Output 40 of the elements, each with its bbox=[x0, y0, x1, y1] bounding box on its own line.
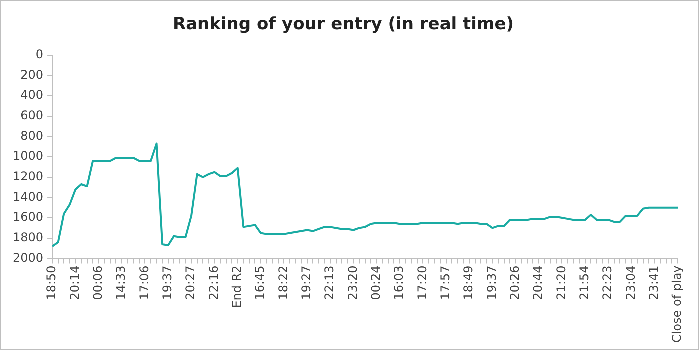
x-tick-label: 23:20 bbox=[346, 266, 360, 300]
x-tick-label: 16:45 bbox=[253, 266, 268, 300]
x-tick-label: 00:06 bbox=[90, 266, 105, 300]
x-tick-label: 17:57 bbox=[438, 266, 452, 300]
x-tick-label: 22:23 bbox=[600, 266, 615, 300]
y-tick-label: 0 bbox=[36, 48, 44, 62]
y-tick-label: 1200 bbox=[12, 170, 44, 184]
y-tick-label: 1600 bbox=[12, 210, 44, 224]
y-tick-label: 1800 bbox=[12, 230, 44, 245]
x-tick-label: Close of play bbox=[670, 266, 684, 344]
x-tick-label: 19:37 bbox=[484, 266, 499, 300]
y-tick-label: 600 bbox=[20, 108, 44, 123]
x-tick-label: 19:27 bbox=[299, 266, 314, 300]
x-tick-label: 18:49 bbox=[462, 266, 476, 300]
x-tick-label: 19:37 bbox=[160, 266, 174, 300]
x-tick-label: 21:20 bbox=[554, 266, 568, 300]
y-tick-label: 800 bbox=[20, 128, 44, 143]
y-tick-label: 1000 bbox=[12, 149, 44, 164]
y-tick-label: 2000 bbox=[12, 250, 44, 265]
y-tick-label: 200 bbox=[20, 68, 44, 82]
x-tick-label: 23:04 bbox=[624, 266, 638, 300]
y-tick-label: 400 bbox=[20, 88, 44, 102]
x-tick-label: 20:14 bbox=[68, 266, 82, 300]
y-tick-label: 1400 bbox=[12, 190, 44, 204]
x-tick-label: 17:06 bbox=[137, 266, 152, 300]
x-tick-label: 20:26 bbox=[508, 266, 522, 300]
x-tick-label: 00:24 bbox=[368, 266, 383, 300]
x-tick-label: 17:20 bbox=[415, 266, 430, 300]
x-tick-label: 20:44 bbox=[531, 266, 546, 300]
x-tick-label: 14:33 bbox=[114, 266, 128, 300]
x-tick-label: 23:41 bbox=[646, 266, 661, 300]
x-tick-label: 22:16 bbox=[206, 266, 221, 300]
x-tick-label: 16:03 bbox=[392, 266, 406, 300]
x-tick-label: 20:27 bbox=[184, 266, 198, 300]
x-tick-label: 21:54 bbox=[577, 266, 592, 300]
x-tick-label: End R2 bbox=[230, 266, 244, 308]
x-tick-label: 18:50 bbox=[44, 266, 59, 300]
x-tick-label: 22:13 bbox=[322, 266, 337, 300]
x-tick-label: 18:22 bbox=[276, 266, 290, 300]
chart-title: Ranking of your entry (in real time) bbox=[172, 14, 514, 35]
